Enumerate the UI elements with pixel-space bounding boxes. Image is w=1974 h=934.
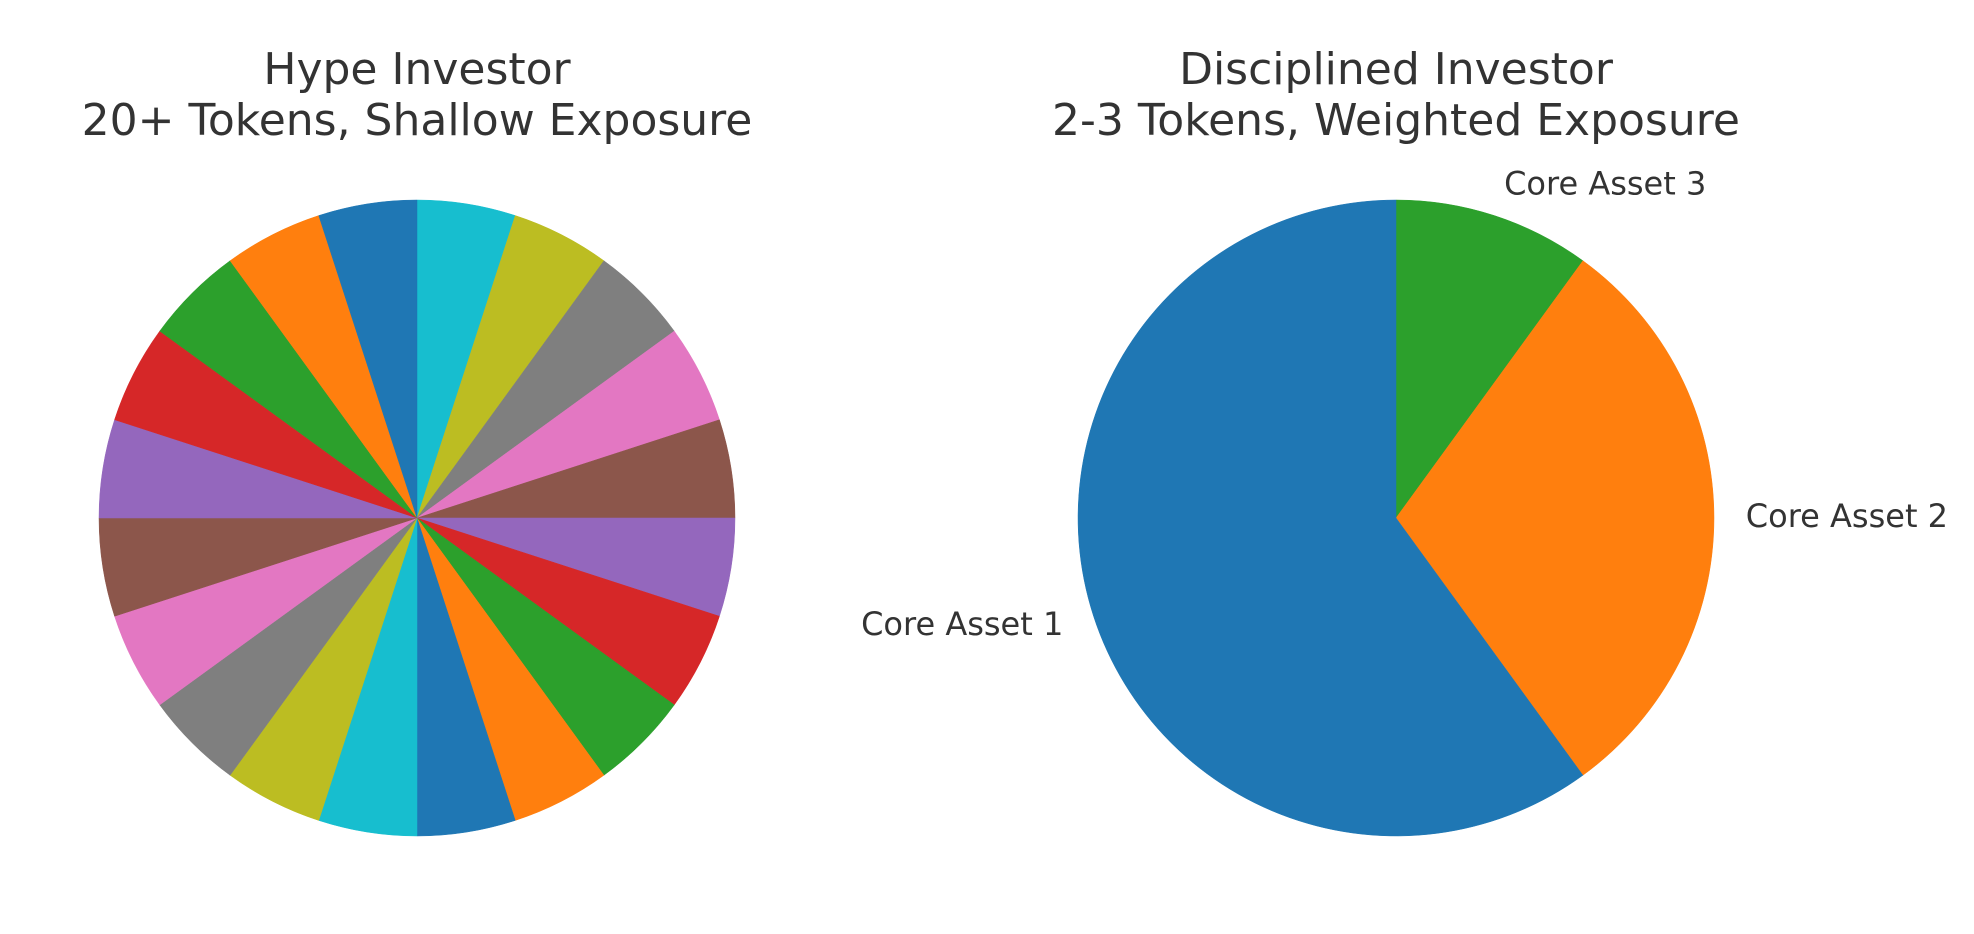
hype-investor-chart-title: Hype Investor 20+ Tokens, Shallow Exposur… bbox=[82, 44, 753, 146]
disciplined-investor-title-line-1: Disciplined Investor bbox=[1179, 44, 1614, 95]
disciplined-investor-slice-labels: Core Asset 3 Core Asset 2 Core Asset 1 bbox=[861, 164, 1948, 643]
disciplined-investor-slice-2 bbox=[1395, 260, 1715, 776]
disciplined-investor-slices bbox=[1077, 199, 1715, 837]
disciplined-investor-title-line-2: 2-3 Tokens, Weighted Exposure bbox=[1052, 95, 1740, 146]
disciplined-investor-slice-3 bbox=[1077, 199, 1584, 837]
disciplined-investor-slice-label-2: Core Asset 2 bbox=[1746, 497, 1948, 535]
disciplined-investor-slice-1 bbox=[1395, 199, 1584, 519]
disciplined-investor-slice-label-3: Core Asset 1 bbox=[861, 605, 1063, 643]
disciplined-investor-chart-title: Disciplined Investor 2-3 Tokens, Weighted… bbox=[1052, 44, 1740, 146]
hype-investor-title-line-1: Hype Investor bbox=[263, 44, 571, 95]
hype-investor-slice-20 bbox=[318, 199, 418, 519]
disciplined-investor-pie-chart: Disciplined Investor 2-3 Tokens, Weighted… bbox=[861, 44, 1948, 837]
hype-investor-title-line-2: 20+ Tokens, Shallow Exposure bbox=[82, 95, 753, 146]
disciplined-investor-slice-label-1: Core Asset 3 bbox=[1504, 164, 1706, 202]
hype-investor-pie-chart: Hype Investor 20+ Tokens, Shallow Exposur… bbox=[82, 44, 753, 837]
hype-investor-slices bbox=[98, 199, 736, 837]
